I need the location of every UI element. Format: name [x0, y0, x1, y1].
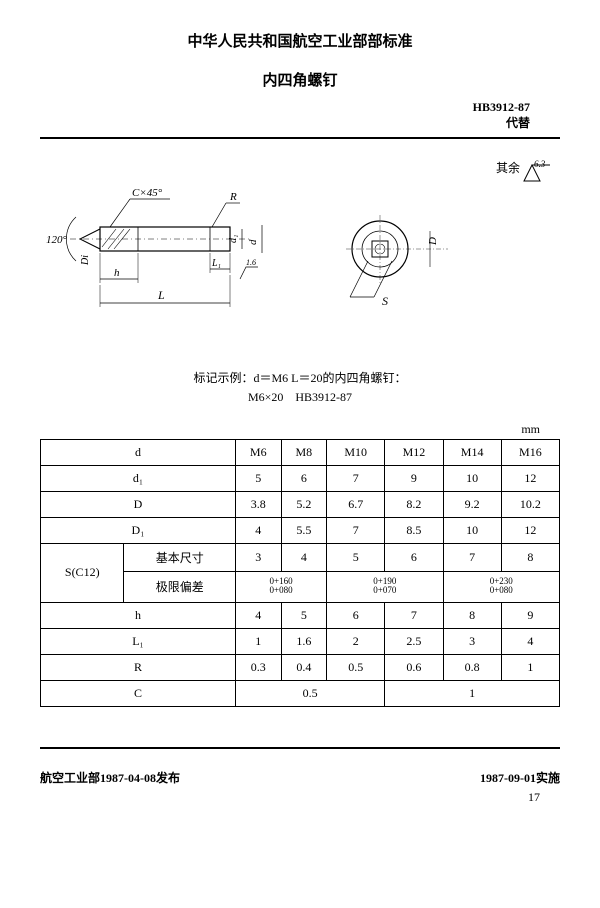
tolerance-label: 极限偏差: [124, 571, 236, 602]
row-label: h: [41, 602, 236, 628]
col-header: M16: [501, 439, 559, 465]
cell: 3: [235, 543, 281, 571]
col-header: M10: [327, 439, 385, 465]
cell: 8: [501, 543, 559, 571]
cell: 0.6: [385, 654, 443, 680]
tolerance-cell: 0+1900+070: [327, 571, 443, 602]
effective-date: 1987-09-01实施: [480, 769, 560, 786]
issued-date: 航空工业部1987-04-08发布: [40, 769, 180, 786]
cell: 4: [235, 517, 281, 543]
cell: 5: [281, 602, 327, 628]
cell: 12: [501, 517, 559, 543]
cell: 9: [385, 465, 443, 491]
footer: 航空工业部1987-04-08发布 1987-09-01实施: [40, 769, 560, 786]
cell: 4: [501, 628, 559, 654]
surface-finish-mark: 其余 6.3: [496, 159, 520, 176]
cell: 6: [281, 465, 327, 491]
col-header: M14: [443, 439, 501, 465]
cell: 4: [281, 543, 327, 571]
col-header: M6: [235, 439, 281, 465]
cell: 7: [327, 517, 385, 543]
side-view-drawing: 120° C×45° R d₁ d Di h L₁ L 1.6: [40, 169, 320, 349]
row-label: D₁: [41, 517, 236, 543]
marking-line2: M6×20 HB3912-87: [248, 390, 352, 404]
svg-text:120°: 120°: [46, 234, 68, 246]
cell: 5.5: [281, 517, 327, 543]
s-group-label: S(C12): [41, 543, 124, 602]
cell: 8.5: [385, 517, 443, 543]
standard-code: HB3912-87: [473, 100, 530, 114]
cell: 10.2: [501, 491, 559, 517]
top-rule: [40, 137, 560, 139]
marking-example: 标记示例：d＝M6 L＝20的内四角螺钉： M6×20 HB3912-87: [40, 369, 560, 407]
marking-line1: 标记示例：d＝M6 L＝20的内四角螺钉：: [193, 371, 406, 385]
svg-text:d₁: d₁: [228, 235, 239, 243]
unit-label: mm: [40, 422, 560, 437]
row-label: d₁: [41, 465, 236, 491]
col-header: M12: [385, 439, 443, 465]
cell: 10: [443, 465, 501, 491]
cell: 1: [385, 680, 560, 706]
svg-text:C×45°: C×45°: [132, 187, 163, 199]
row-label: D: [41, 491, 236, 517]
svg-text:1.6: 1.6: [246, 258, 256, 267]
cell: 2.5: [385, 628, 443, 654]
technical-drawing: 其余 6.3 120° C×45° R d₁: [40, 159, 560, 349]
basic-size-label: 基本尺寸: [124, 543, 236, 571]
cell: 0.3: [235, 654, 281, 680]
svg-text:L₁: L₁: [211, 258, 221, 269]
cell: 8.2: [385, 491, 443, 517]
cell: 3: [443, 628, 501, 654]
cell: 3.8: [235, 491, 281, 517]
cell: 1.6: [281, 628, 327, 654]
cell: 5: [235, 465, 281, 491]
standard-code-block: HB3912-87 代替: [40, 100, 560, 131]
cell: 0.5: [235, 680, 384, 706]
row-label: L₁: [41, 628, 236, 654]
row-label: C: [41, 680, 236, 706]
svg-text:Di: Di: [80, 255, 91, 266]
surface-finish-value: 6.3: [534, 159, 546, 169]
cell: 0.8: [443, 654, 501, 680]
spec-table: dM6M8M10M12M14M16d₁56791012D3.85.26.78.2…: [40, 439, 560, 707]
bottom-rule: [40, 747, 560, 749]
cell: 6: [385, 543, 443, 571]
cell: 7: [385, 602, 443, 628]
svg-text:h: h: [114, 267, 120, 279]
cell: 0.5: [327, 654, 385, 680]
cell: 9.2: [443, 491, 501, 517]
cell: 6: [327, 602, 385, 628]
page-number: 17: [40, 790, 560, 805]
col-header-d: d: [41, 439, 236, 465]
cell: 7: [327, 465, 385, 491]
tolerance-cell: 0+2300+080: [443, 571, 559, 602]
svg-text:R: R: [229, 191, 237, 203]
cell: 7: [443, 543, 501, 571]
cell: 2: [327, 628, 385, 654]
cell: 5: [327, 543, 385, 571]
part-title: 内四角螺钉: [40, 69, 560, 90]
org-title: 中华人民共和国航空工业部部标准: [40, 30, 560, 51]
cell: 1: [501, 654, 559, 680]
surface-finish-label: 其余: [496, 161, 520, 175]
cell: 5.2: [281, 491, 327, 517]
end-view-drawing: D S: [320, 189, 470, 339]
tolerance-cell: 0+1600+080: [235, 571, 326, 602]
svg-text:S: S: [382, 294, 388, 308]
col-header: M8: [281, 439, 327, 465]
cell: 0.4: [281, 654, 327, 680]
cell: 1: [235, 628, 281, 654]
svg-text:L: L: [157, 288, 165, 302]
cell: 10: [443, 517, 501, 543]
cell: 4: [235, 602, 281, 628]
supersede-label: 代替: [506, 116, 530, 130]
svg-text:D: D: [427, 237, 439, 246]
cell: 8: [443, 602, 501, 628]
row-label: R: [41, 654, 236, 680]
svg-text:d: d: [247, 239, 259, 245]
cell: 9: [501, 602, 559, 628]
cell: 6.7: [327, 491, 385, 517]
cell: 12: [501, 465, 559, 491]
